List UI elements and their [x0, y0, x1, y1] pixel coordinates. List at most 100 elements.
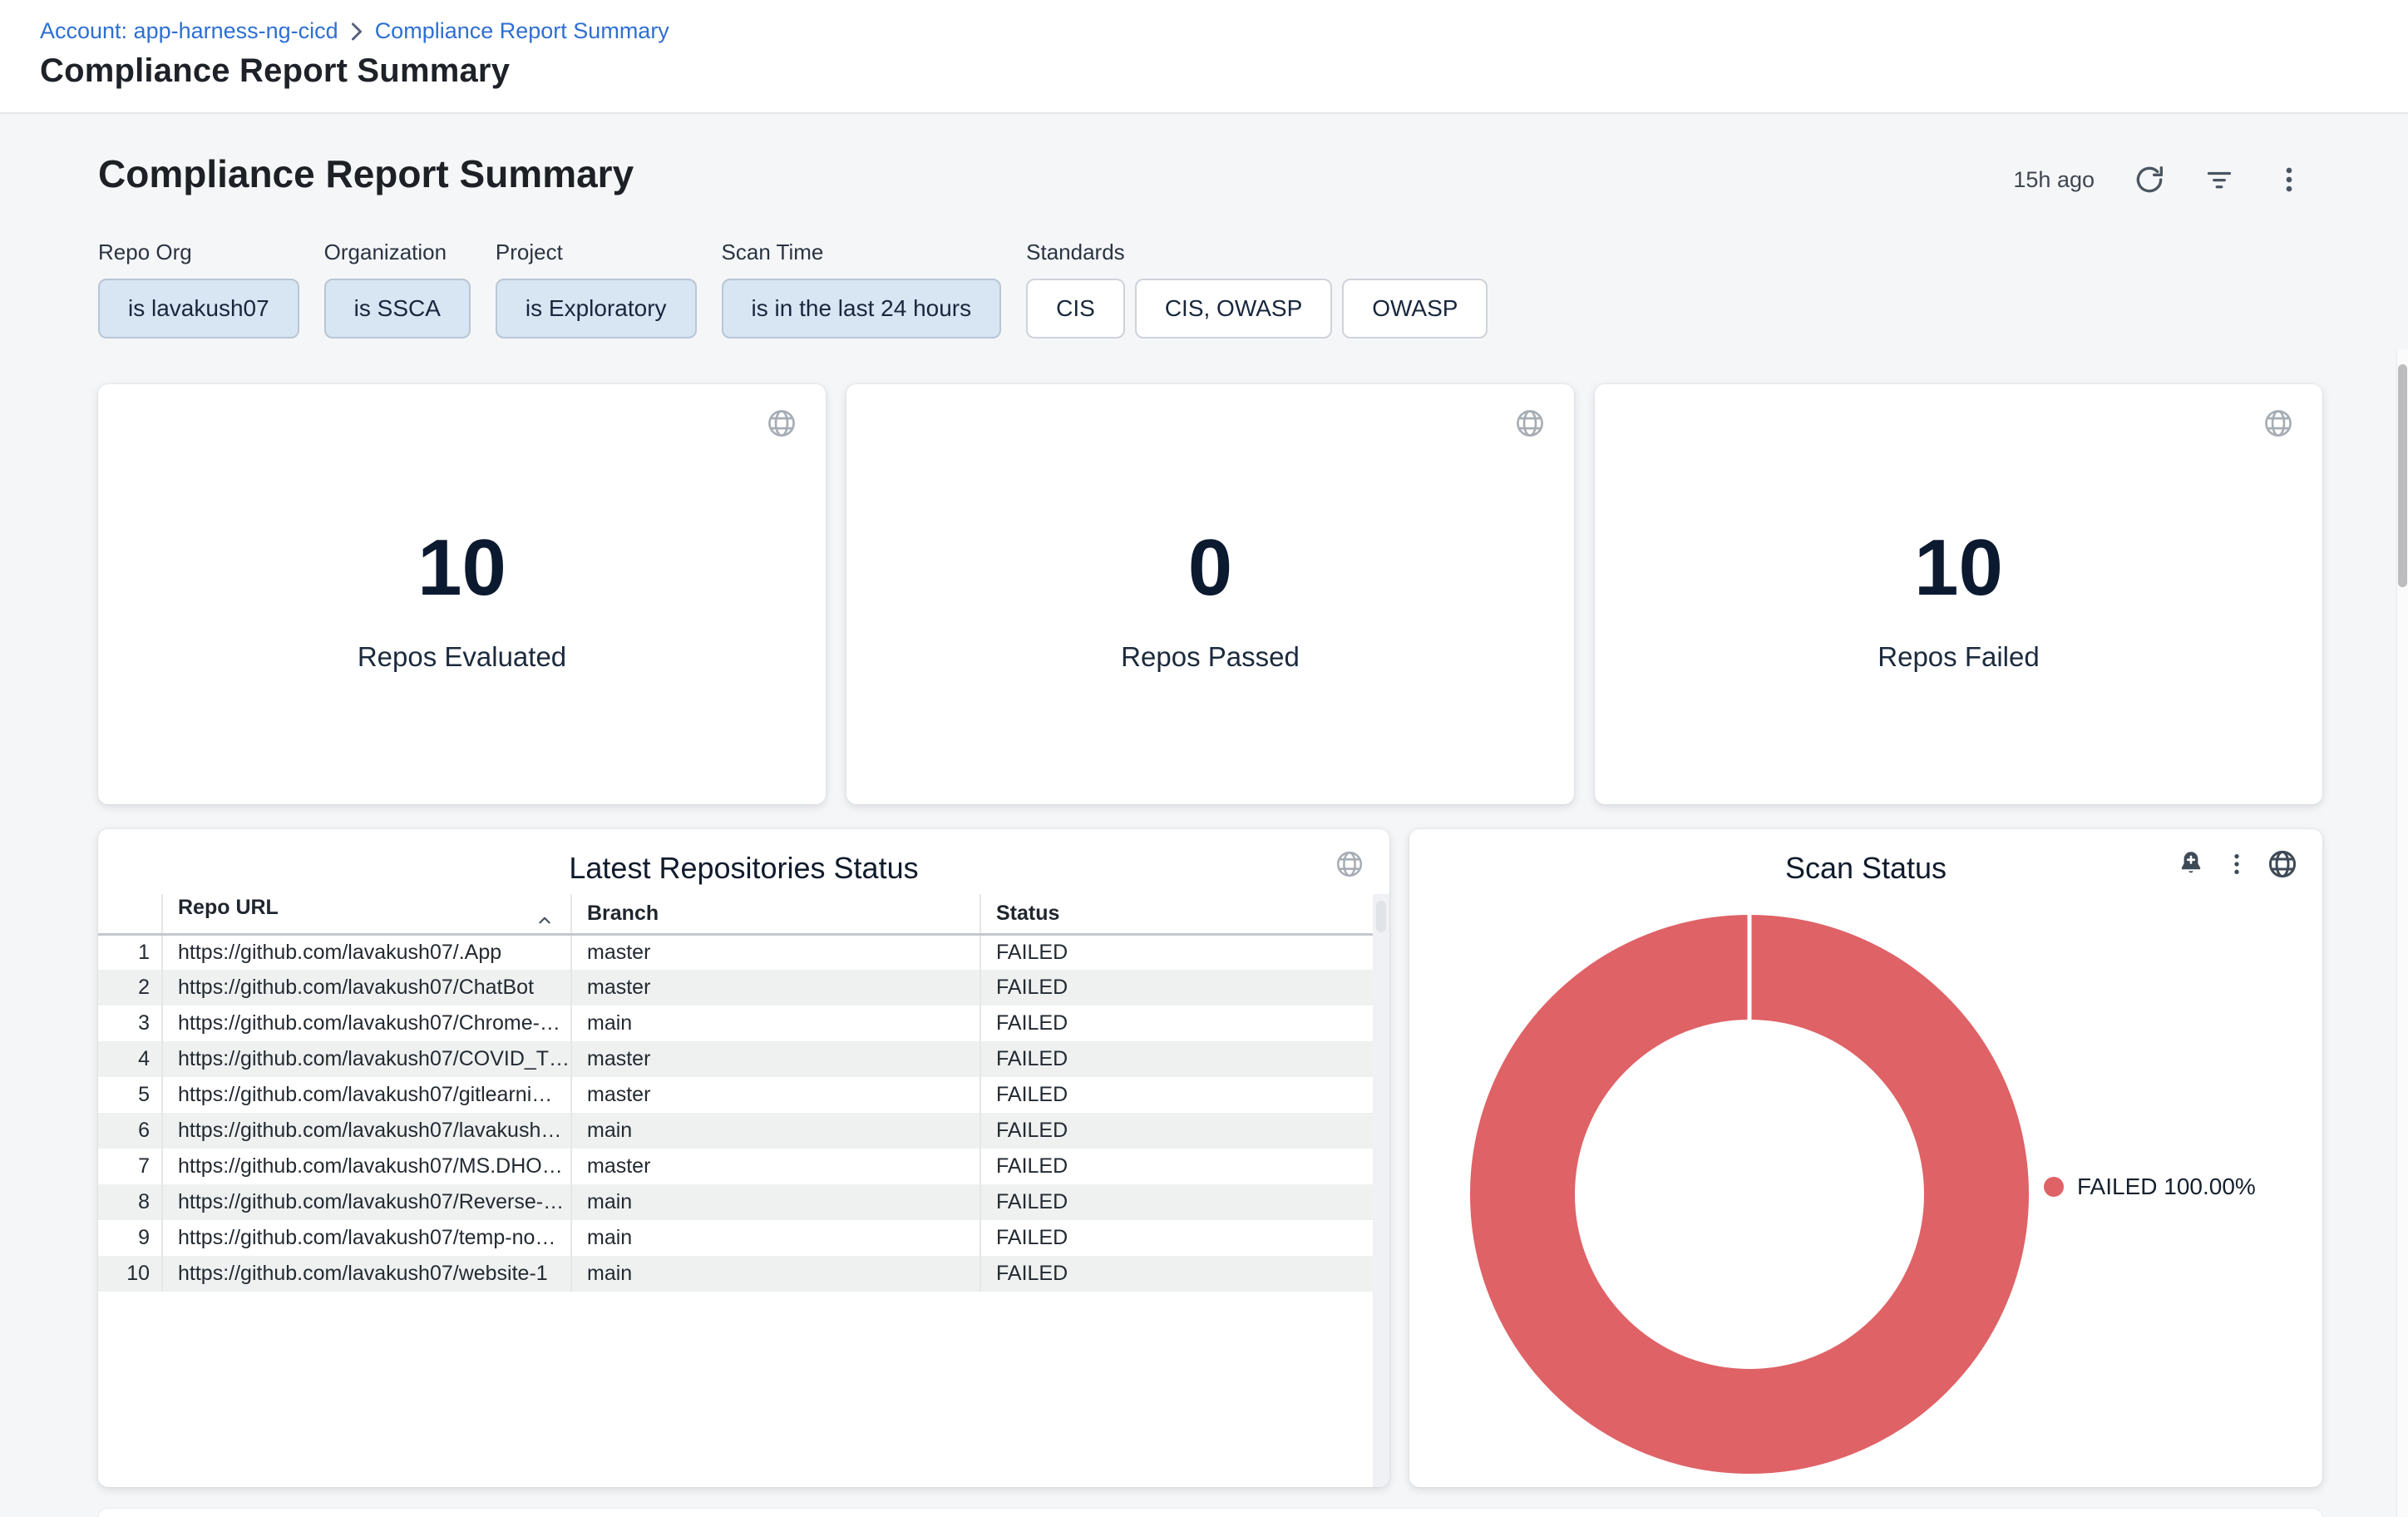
- legend-color-dot: [2044, 1177, 2064, 1197]
- status-cell: FAILED: [979, 1184, 1373, 1220]
- filter-icon: [2203, 163, 2236, 196]
- filter-standards: Standards CIS CIS, OWASP OWASP: [1026, 240, 1488, 338]
- page-scrollbar-thumb[interactable]: [2398, 364, 2407, 587]
- bell-plus-icon: [2176, 849, 2206, 879]
- filter-label: Project: [495, 240, 563, 264]
- status-cell: FAILED: [979, 1149, 1373, 1184]
- explore-globe-button[interactable]: [766, 408, 797, 442]
- status-cell: FAILED: [979, 934, 1373, 970]
- dashboard-actions: 15h ago: [2013, 160, 2307, 200]
- filter-chip-organization[interactable]: is SSCA: [323, 279, 471, 338]
- app-header: Account: app-harness-ng-cicd Compliance …: [0, 0, 2408, 114]
- branch-cell: master: [570, 1041, 980, 1077]
- status-cell: FAILED: [979, 1077, 1373, 1113]
- status-cell: FAILED: [979, 1041, 1373, 1077]
- branch-cell: master: [570, 1149, 980, 1184]
- page-title: Compliance Report Summary: [40, 52, 511, 89]
- branch-cell: master: [570, 1077, 980, 1113]
- repo-url-cell: https://github.com/lavakush07/Chrome-…: [161, 1006, 571, 1041]
- repo-url-cell: https://github.com/lavakush07/Reverse-…: [161, 1184, 571, 1220]
- repo-url-cell: https://github.com/lavakush07/MS.DHO…: [161, 1149, 571, 1184]
- standards-option-owasp[interactable]: OWASP: [1342, 279, 1488, 338]
- scan-status-panel: Scan Status: [1409, 829, 2322, 1487]
- filter-button[interactable]: [2201, 161, 2238, 198]
- filter-project: Project is Exploratory: [495, 240, 697, 338]
- repo-url-cell: https://github.com/lavakush07/COVID_T…: [161, 1041, 571, 1077]
- table-scrollbar-track: [1373, 894, 1389, 1487]
- explore-globe-button[interactable]: [1333, 847, 1366, 881]
- filter-label: Standards: [1026, 240, 1125, 264]
- kebab-menu-icon: [2273, 164, 2305, 195]
- refresh-icon: [2133, 163, 2166, 196]
- scan-status-title: Scan Status: [1784, 851, 1947, 885]
- row-number: 6: [138, 1119, 150, 1142]
- table-header-row: Repo URL Branch Status: [98, 894, 1373, 936]
- filter-label: Organization: [323, 240, 447, 264]
- legend-label: FAILED 100.00%: [2077, 1174, 2256, 1199]
- table-scrollbar-thumb[interactable]: [1376, 901, 1386, 932]
- explore-globe-button[interactable]: [2266, 847, 2299, 881]
- standards-option-cis[interactable]: CIS: [1026, 279, 1125, 338]
- stat-card-repos-passed: 0 Repos Passed: [846, 384, 1574, 804]
- repo-url-cell: https://github.com/lavakush07/lavakush…: [161, 1113, 571, 1149]
- explore-globe-button[interactable]: [1514, 408, 1546, 442]
- column-header-repo-url[interactable]: Repo URL: [161, 894, 571, 936]
- status-cell: FAILED: [979, 1220, 1373, 1256]
- donut-slice-failed[interactable]: [1470, 915, 2029, 1474]
- stat-label: Repos Failed: [1878, 640, 2040, 672]
- row-number: 9: [138, 1226, 150, 1249]
- alert-bell-button[interactable]: [2174, 847, 2208, 881]
- row-number: 3: [138, 1011, 150, 1035]
- table-row: 10 https://github.com/lavakush07/website…: [98, 1256, 1373, 1292]
- table-row: 5 https://github.com/lavakush07/gitlearn…: [98, 1077, 1373, 1113]
- table-panel-title: Latest Repositories Status: [569, 851, 919, 885]
- filter-chip-project[interactable]: is Exploratory: [495, 279, 697, 338]
- scan-status-donut-chart: [1470, 912, 2029, 1474]
- tile-more-options-button[interactable]: [2220, 847, 2253, 881]
- branch-cell: main: [570, 1256, 980, 1292]
- table-row: 6 https://github.com/lavakush07/lavakush…: [98, 1113, 1373, 1149]
- more-options-button[interactable]: [2271, 161, 2307, 198]
- panels-row: Latest Repositories Status: [98, 829, 2322, 1487]
- filter-chip-repo-org[interactable]: is lavakush07: [98, 279, 299, 338]
- column-header-status[interactable]: Status: [979, 894, 1373, 936]
- stat-label: Repos Evaluated: [357, 640, 567, 672]
- row-number: 4: [138, 1047, 150, 1070]
- last-refreshed-timestamp: 15h ago: [2013, 166, 2095, 192]
- standards-options: CIS CIS, OWASP OWASP: [1026, 279, 1488, 338]
- repo-url-cell: https://github.com/lavakush07/.App: [161, 934, 571, 970]
- table-row: 3 https://github.com/lavakush07/Chrome-……: [98, 1006, 1373, 1041]
- branch-cell: main: [570, 1220, 980, 1256]
- sort-ascending-icon: [537, 907, 552, 931]
- table-row: 2 https://github.com/lavakush07/ChatBot …: [98, 970, 1373, 1006]
- stat-label: Repos Passed: [1121, 640, 1300, 672]
- repo-url-cell: https://github.com/lavakush07/gitlearni…: [161, 1077, 571, 1113]
- filter-chip-scan-time[interactable]: is in the last 24 hours: [721, 279, 1002, 338]
- breadcrumb-account-link[interactable]: Account: app-harness-ng-cicd: [40, 18, 338, 43]
- stat-card-repos-evaluated: 10 Repos Evaluated: [98, 384, 826, 804]
- filter-label: Scan Time: [721, 240, 824, 264]
- breadcrumb-chevron-icon: [350, 22, 363, 42]
- explore-globe-button[interactable]: [2262, 408, 2294, 442]
- table-row: 8 https://github.com/lavakush07/Reverse-…: [98, 1184, 1373, 1220]
- stat-card-repos-failed: 10 Repos Failed: [1595, 384, 2322, 804]
- row-number: 1: [138, 940, 150, 964]
- legend-item-failed[interactable]: FAILED 100.00%: [2044, 1174, 2256, 1200]
- stat-cards-row: 10 Repos Evaluated 0 Repos Passed 10 Rep…: [98, 384, 2322, 804]
- kebab-menu-icon: [2223, 851, 2250, 877]
- page-scrollbar-track: [2396, 349, 2408, 1517]
- column-header-branch[interactable]: Branch: [570, 894, 980, 936]
- status-cell: FAILED: [979, 970, 1373, 1006]
- status-cell: FAILED: [979, 1006, 1373, 1041]
- standards-option-cis-owasp[interactable]: CIS, OWASP: [1134, 279, 1333, 338]
- repositories-table: Repo URL Branch Status 1 htt: [98, 894, 1373, 1292]
- latest-repositories-status-panel: Latest Repositories Status: [98, 829, 1389, 1487]
- breadcrumb-current-link[interactable]: Compliance Report Summary: [374, 18, 669, 43]
- filter-label: Repo Org: [98, 240, 192, 264]
- filter-bar: Repo Org is lavakush07 Organization is S…: [98, 240, 1488, 338]
- branch-cell: main: [570, 1113, 980, 1149]
- table-row: 4 https://github.com/lavakush07/COVID_T……: [98, 1041, 1373, 1077]
- stat-value: 10: [417, 522, 506, 612]
- refresh-button[interactable]: [2131, 161, 2168, 198]
